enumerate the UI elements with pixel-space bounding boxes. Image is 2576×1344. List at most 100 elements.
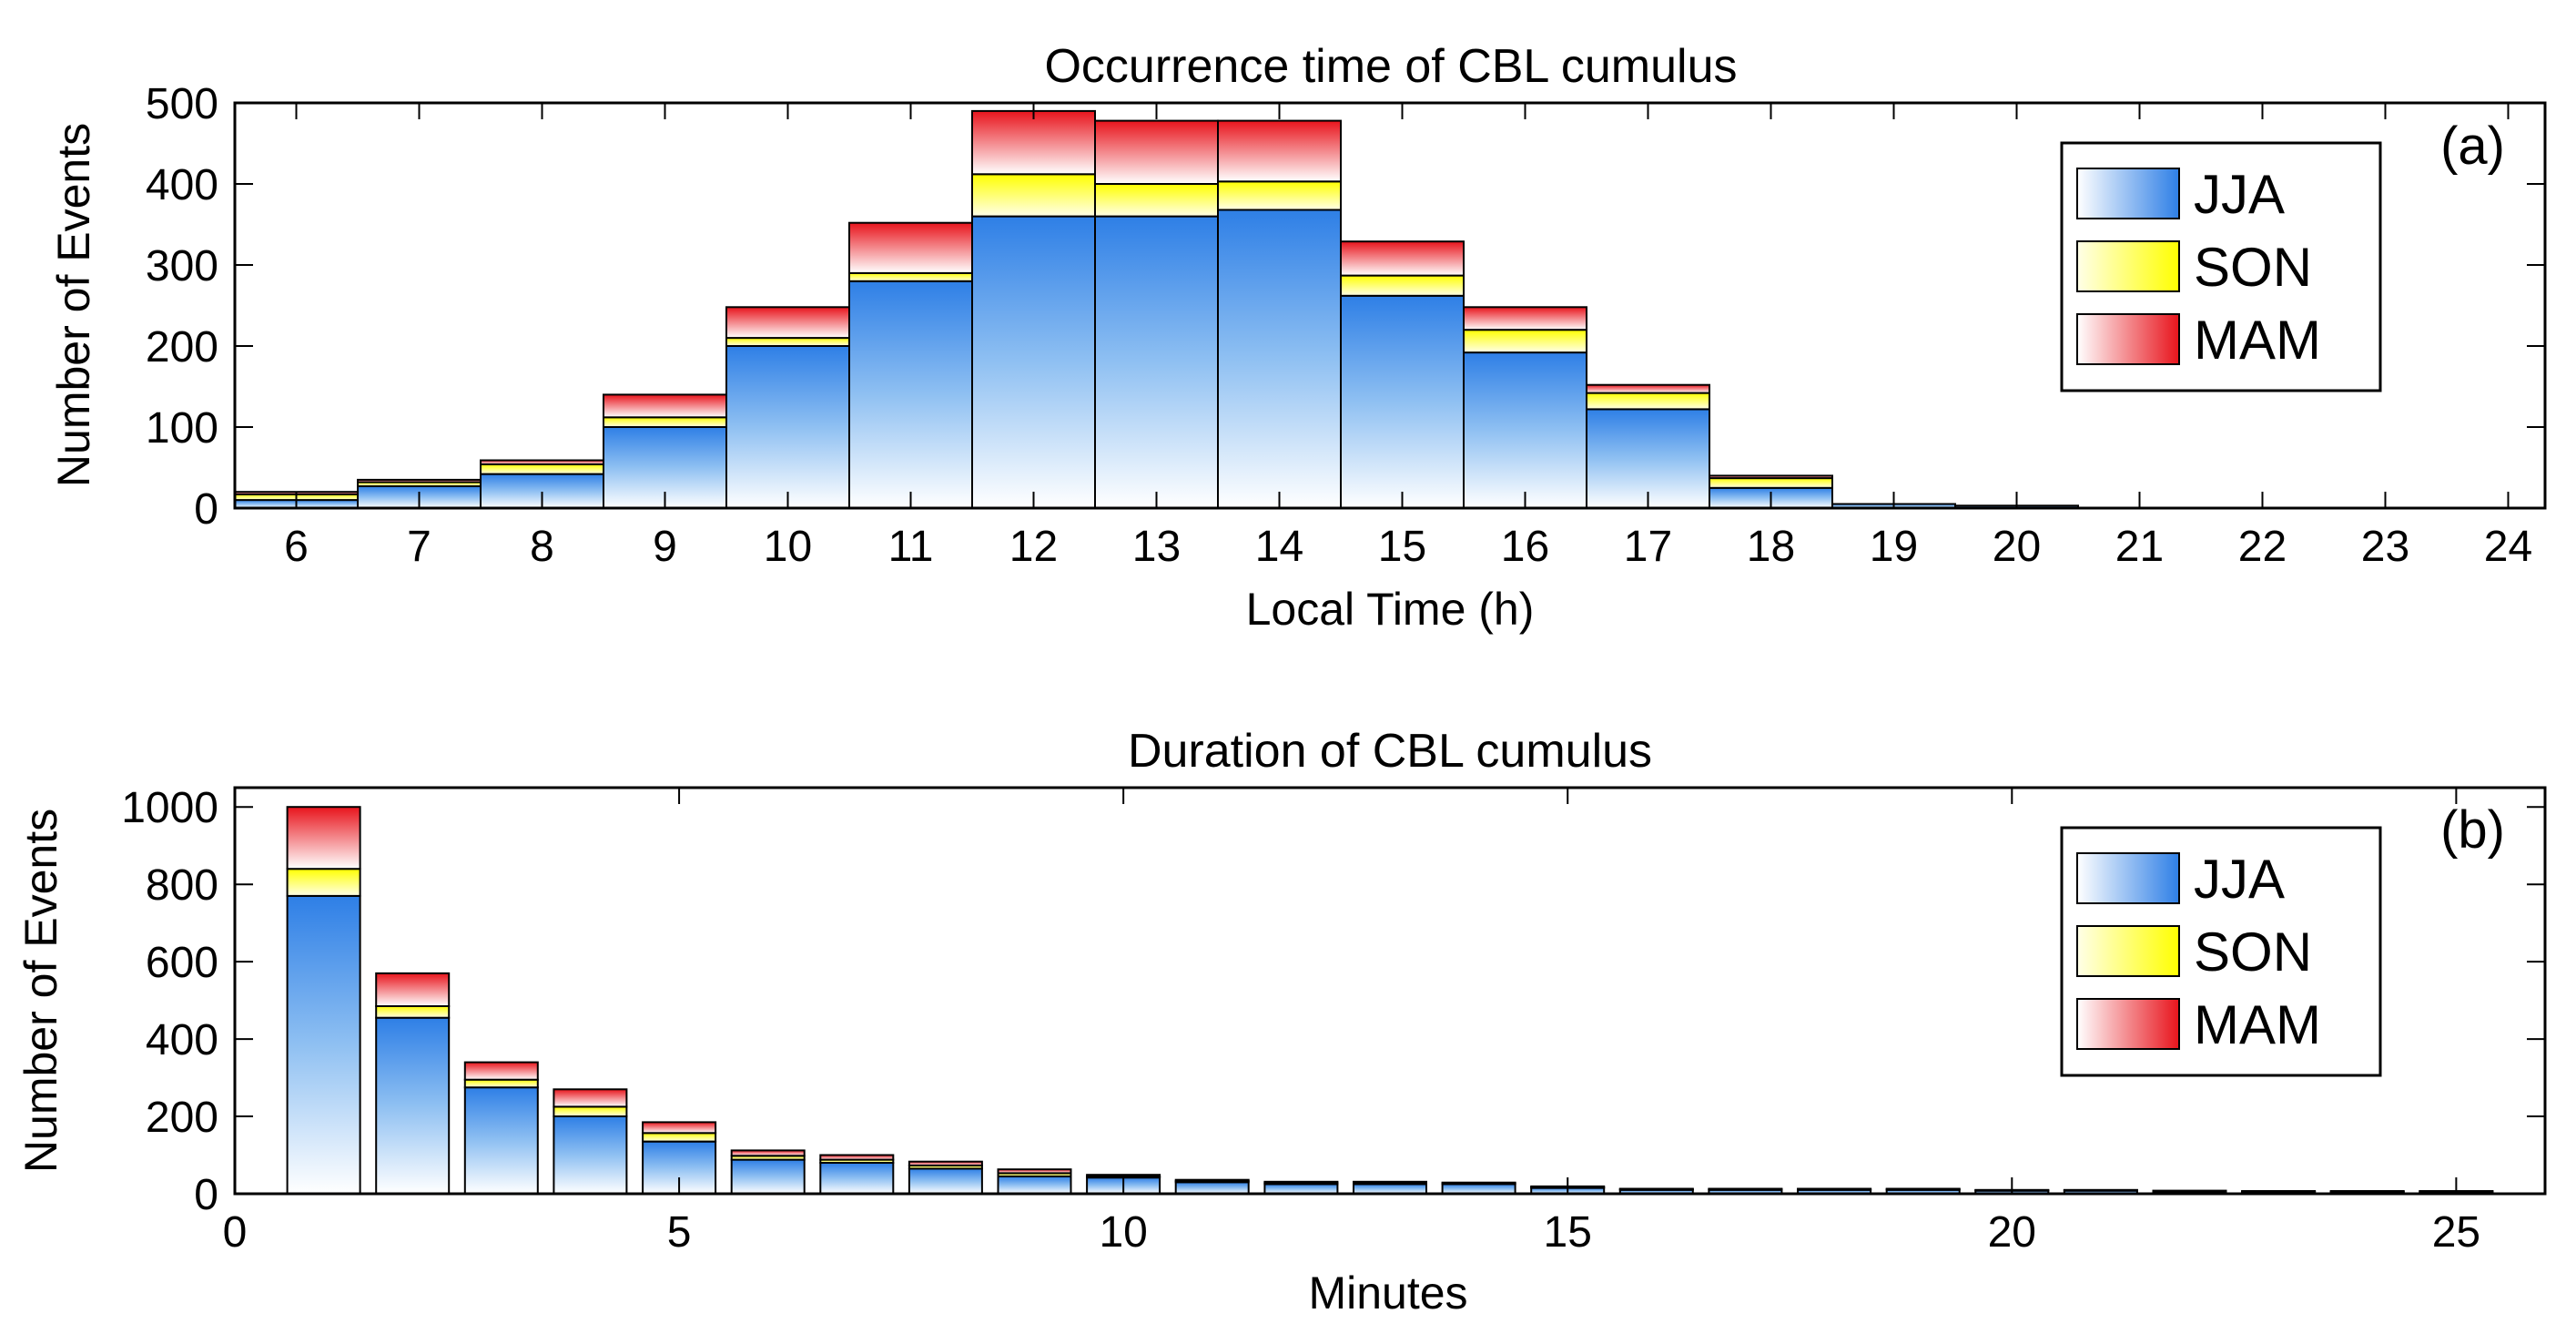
bar-jja	[730, 1158, 806, 1195]
legend-swatch-jja	[2076, 168, 2180, 219]
bar-son	[1463, 329, 1587, 354]
bar-mam	[1174, 1178, 1250, 1182]
x-tick-label: 5	[667, 1208, 692, 1257]
bar-jja	[286, 894, 361, 1196]
plot-frame	[233, 786, 2547, 1196]
legend-label-jja: JJA	[2194, 849, 2285, 910]
legend-label-son: SON	[2194, 921, 2312, 983]
legend-label-mam: MAM	[2194, 310, 2321, 371]
bar-son	[480, 463, 604, 475]
x-tick-label: 22	[2238, 523, 2287, 571]
x-axis-title: Local Time (h)	[1246, 584, 1535, 635]
legend-item-jja: JJA	[2076, 849, 2285, 910]
bar-jja	[1217, 209, 1342, 509]
x-tick-label: 20	[1988, 1208, 2036, 1257]
bar-mam	[725, 306, 850, 340]
x-tick-label: 7	[407, 523, 431, 571]
bar-jja	[819, 1162, 895, 1195]
legend-item-son: SON	[2076, 921, 2312, 983]
bar-son	[286, 868, 361, 897]
x-tick-label: 10	[764, 523, 812, 571]
legend-swatch-mam	[2076, 998, 2180, 1050]
bar-mam	[463, 1061, 539, 1081]
bar-mam	[1618, 1187, 1694, 1190]
legend-label-jja: JJA	[2194, 164, 2285, 225]
bar-mam	[848, 221, 973, 274]
y-tick-label: 1000	[121, 784, 218, 832]
bar-mam	[1340, 240, 1465, 277]
bar-son	[375, 1005, 451, 1019]
bar-mam	[1441, 1181, 1516, 1185]
bar-jja	[1586, 408, 1710, 509]
bar-son	[553, 1105, 628, 1118]
panel-duration: Duration of CBL cumulus 0 5 10 15 20 25 0 200 40…	[15, 725, 2547, 1319]
bar-jja	[1263, 1183, 1339, 1196]
legend-label-mam: MAM	[2194, 994, 2321, 1055]
x-tick-label: 17	[1624, 523, 1672, 571]
y-tick-label: 0	[194, 1171, 218, 1219]
y-tick-label: 300	[146, 242, 218, 290]
x-tick-label: 13	[1132, 523, 1181, 571]
bar-son	[642, 1132, 717, 1143]
bar-son	[463, 1078, 539, 1089]
bar-mam	[1353, 1180, 1427, 1185]
bar-jja	[725, 345, 850, 509]
x-tick-label: 25	[2432, 1208, 2480, 1257]
bar-mam	[1217, 119, 1342, 183]
y-tick-label: 500	[146, 80, 218, 128]
chart-title: Occurrence time of CBL cumulus	[1044, 40, 1737, 93]
y-tick-label: 600	[146, 939, 218, 987]
bar-jja	[1340, 294, 1465, 509]
x-tick-label: 8	[530, 523, 554, 571]
bar-mam	[553, 1088, 628, 1108]
legend-swatch-mam	[2076, 313, 2180, 365]
bar-mam	[2329, 1190, 2405, 1193]
legend-item-jja: JJA	[2076, 164, 2285, 225]
bar-son	[1217, 180, 1342, 211]
bar-son	[603, 416, 727, 428]
bar-mam	[730, 1149, 806, 1157]
bar-mam	[819, 1154, 895, 1161]
x-tick-label: 23	[2361, 523, 2409, 571]
x-tick-label: 0	[223, 1208, 248, 1257]
y-tick-label: 100	[146, 404, 218, 453]
y-axis-title: Number of Events	[48, 123, 99, 487]
bar-mam	[1263, 1180, 1339, 1185]
bar-mam	[1708, 1187, 1783, 1190]
bar-jja	[1353, 1183, 1427, 1196]
x-tick-label: 6	[284, 523, 309, 571]
bar-jja	[1463, 351, 1587, 509]
bar-mam	[2152, 1189, 2227, 1193]
x-axis-title: Minutes	[1308, 1268, 1467, 1319]
bar-jja	[1094, 215, 1219, 509]
x-tick-label: 20	[1993, 523, 2041, 571]
axis-ticks: 0 5 10 15 20 25 0 200 400 600 800 1000	[121, 784, 2545, 1257]
bar-jja	[1174, 1181, 1250, 1196]
x-tick-label: 18	[1747, 523, 1795, 571]
y-tick-label: 400	[146, 1016, 218, 1064]
x-tick-label: 15	[1544, 1208, 1592, 1257]
x-tick-label: 15	[1378, 523, 1426, 571]
bar-son	[1586, 392, 1710, 411]
bar-mam	[642, 1121, 717, 1135]
x-tick-label: 14	[1255, 523, 1303, 571]
bar-son	[725, 337, 850, 348]
legend-swatch-son	[2076, 240, 2180, 292]
x-tick-label: 19	[1870, 523, 1918, 571]
y-tick-label: 400	[146, 161, 218, 209]
bar-mam	[1586, 383, 1710, 394]
y-tick-label: 200	[146, 323, 218, 372]
bar-jja	[553, 1115, 628, 1195]
panel-occurrence-time: Occurrence time of CBL cumulus 6 7 8 9 10 11 1…	[48, 40, 2547, 635]
bar-jja	[1441, 1183, 1516, 1196]
legend-item-mam: MAM	[2076, 310, 2321, 371]
bar-jja	[463, 1086, 539, 1195]
legend-label-son: SON	[2194, 237, 2312, 298]
bar-jja	[375, 1016, 451, 1195]
bar-son	[1340, 274, 1465, 297]
y-tick-label: 200	[146, 1094, 218, 1142]
x-tick-label: 9	[653, 523, 677, 571]
legend: JJA SON MAM	[2060, 141, 2382, 392]
bar-son	[848, 271, 973, 282]
